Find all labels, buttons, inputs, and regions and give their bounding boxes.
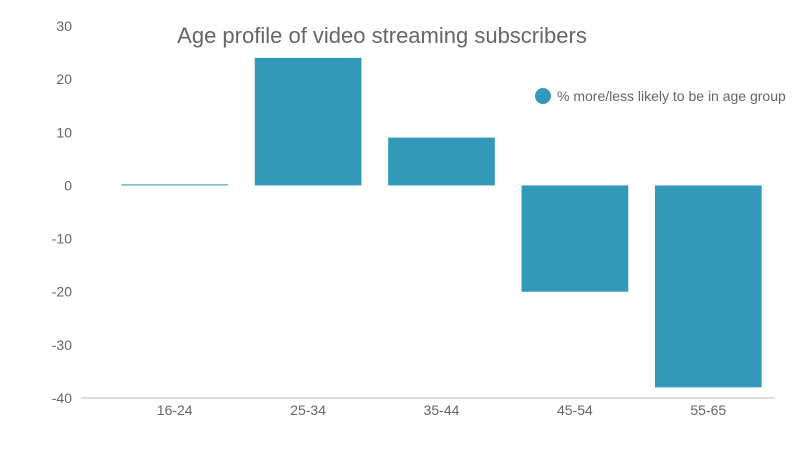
bar-55-65 — [654, 185, 762, 388]
y-tick-label: 30 — [56, 18, 72, 34]
bar-25-34 — [254, 57, 362, 186]
x-tick-label: 55-65 — [690, 402, 726, 418]
x-tick-label: 45-54 — [557, 402, 593, 418]
legend-marker — [535, 88, 551, 104]
legend: % more/less likely to be in age group — [535, 88, 786, 104]
bars — [121, 57, 762, 388]
y-tick-label: -20 — [52, 284, 72, 300]
x-tick-label: 16-24 — [157, 402, 193, 418]
y-tick-label: -10 — [52, 231, 72, 247]
y-tick-label: 20 — [56, 71, 72, 87]
chart-title: Age profile of video streaming subscribe… — [177, 23, 587, 48]
y-tick-label: -30 — [52, 337, 72, 353]
y-axis-ticks: 30 20 10 0 -10 -20 -30 -40 — [52, 18, 72, 406]
y-tick-label: 0 — [64, 177, 72, 193]
bar-45-54 — [521, 185, 629, 292]
y-tick-label: -40 — [52, 390, 72, 406]
bar-35-44 — [388, 137, 495, 186]
x-tick-label: 35-44 — [424, 402, 460, 418]
x-axis-ticks: 16-24 25-34 35-44 45-54 55-65 — [157, 402, 727, 418]
legend-label: % more/less likely to be in age group — [557, 88, 786, 104]
y-tick-label: 10 — [56, 124, 72, 140]
bar-16-24 — [121, 184, 229, 186]
x-tick-label: 25-34 — [290, 402, 326, 418]
